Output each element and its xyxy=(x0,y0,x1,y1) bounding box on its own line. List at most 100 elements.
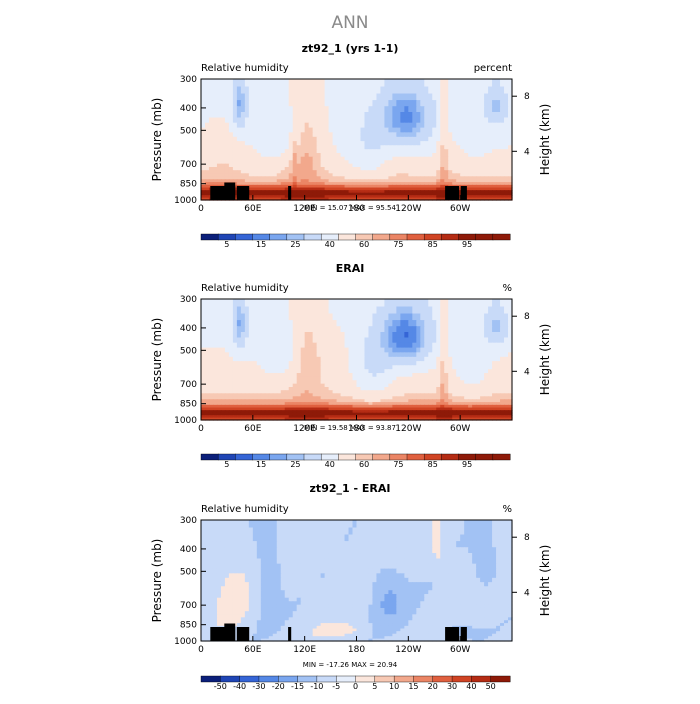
heatmap-cell xyxy=(440,132,445,137)
heatmap-cell xyxy=(305,377,310,381)
heatmap-cell xyxy=(305,149,310,153)
heatmap-cell xyxy=(400,365,405,370)
min-max-stats: MIN = 19.58 MAX = 93.87 xyxy=(304,424,396,432)
heatmap-cell xyxy=(289,361,294,366)
heatmap-cell xyxy=(353,123,358,129)
heatmap-cell xyxy=(424,380,429,384)
heatmap-cell xyxy=(412,528,417,536)
heatmap-cell xyxy=(480,332,485,338)
heatmap-cell xyxy=(504,373,509,377)
heatmap-cell xyxy=(496,137,501,142)
heatmap-cell xyxy=(488,123,493,129)
heatmap-cell xyxy=(329,361,334,366)
heatmap-cell xyxy=(277,348,282,353)
heatmap-cell xyxy=(392,365,397,370)
heatmap-cell xyxy=(305,100,310,107)
heatmap-cell xyxy=(341,153,346,157)
heatmap-cell xyxy=(209,157,214,161)
heatmap-cell xyxy=(428,145,433,150)
heatmap-cell xyxy=(269,535,274,542)
heatmap-cell xyxy=(349,132,354,137)
heatmap-cell xyxy=(480,153,485,157)
heatmap-cell xyxy=(281,149,286,153)
heatmap-cell xyxy=(472,299,477,307)
heatmap-cell xyxy=(213,352,218,357)
heatmap-cell xyxy=(261,128,266,133)
heatmap-cell xyxy=(233,123,238,129)
heatmap-cell xyxy=(357,307,362,315)
heatmap-cell xyxy=(277,157,282,161)
heatmap-cell xyxy=(233,332,238,338)
heatmap-cell xyxy=(460,352,465,357)
heatmap-cell xyxy=(480,160,485,164)
y-right-tick-label: 8 xyxy=(524,312,530,322)
heatmap-cell xyxy=(261,94,266,101)
heatmap-cell xyxy=(360,365,365,370)
heatmap-cell xyxy=(237,380,242,384)
heatmap-cell xyxy=(221,117,226,123)
heatmap-cell xyxy=(357,528,362,536)
heatmap-cell xyxy=(364,123,369,129)
heatmap-cell xyxy=(217,153,222,157)
heatmap-cell xyxy=(225,326,230,332)
heatmap-cell xyxy=(237,307,242,315)
heatmap-cell xyxy=(448,87,453,95)
heatmap-cell xyxy=(480,326,485,332)
heatmap-cell xyxy=(245,326,250,332)
heatmap-cell xyxy=(388,153,393,157)
heatmap-cell xyxy=(289,348,294,353)
heatmap-cell xyxy=(416,348,421,353)
heatmap-cell xyxy=(333,373,338,377)
heatmap-cell xyxy=(452,100,457,107)
heatmap-cell xyxy=(345,528,350,536)
heatmap-cell xyxy=(273,149,278,153)
heatmap-cell xyxy=(404,149,409,153)
heatmap-cell xyxy=(297,380,302,384)
heatmap-cell xyxy=(213,320,218,327)
heatmap-cell xyxy=(265,299,270,307)
heatmap-cell xyxy=(325,299,330,307)
heatmap-cell xyxy=(404,112,409,118)
heatmap-cell xyxy=(432,132,437,137)
heatmap-cell xyxy=(384,157,389,161)
heatmap-cell xyxy=(217,361,222,366)
heatmap-cell xyxy=(360,357,365,362)
heatmap-cell xyxy=(329,128,334,133)
heatmap-cell xyxy=(217,137,222,142)
heatmap-cell xyxy=(229,160,234,164)
heatmap-cell xyxy=(432,343,437,349)
heatmap-cell xyxy=(472,373,477,377)
heatmap-cell xyxy=(317,337,322,343)
heatmap-cell xyxy=(289,160,294,164)
heatmap-cell xyxy=(456,528,461,536)
heatmap-cell xyxy=(376,157,381,161)
heatmap-cell xyxy=(484,352,489,357)
heatmap-cell xyxy=(404,337,409,343)
heatmap-cell xyxy=(349,369,354,373)
heatmap-cell xyxy=(420,343,425,349)
colorbar-swatch xyxy=(201,234,218,240)
heatmap-cell xyxy=(444,314,449,321)
heatmap-cell xyxy=(452,343,457,349)
heatmap-cell xyxy=(468,380,473,384)
heatmap-cell xyxy=(357,299,362,307)
heatmap-cell xyxy=(500,337,505,343)
heatmap-cell xyxy=(480,320,485,327)
heatmap-cell xyxy=(392,87,397,95)
heatmap-cell xyxy=(309,337,314,343)
heatmap-cell xyxy=(281,535,286,542)
heatmap-cell xyxy=(492,106,497,112)
heatmap-cell xyxy=(341,157,346,161)
heatmap-cell xyxy=(364,160,369,164)
heatmap-cell xyxy=(432,320,437,327)
heatmap-cell xyxy=(452,132,457,137)
heatmap-cell xyxy=(376,106,381,112)
heatmap-cell xyxy=(388,343,393,349)
heatmap-cell xyxy=(492,380,497,384)
heatmap-cell xyxy=(452,528,457,536)
heatmap-cell xyxy=(412,141,417,146)
heatmap-cell xyxy=(273,160,278,164)
heatmap-cell xyxy=(345,87,350,95)
heatmap-cell xyxy=(237,128,242,133)
heatmap-cell xyxy=(313,160,318,164)
